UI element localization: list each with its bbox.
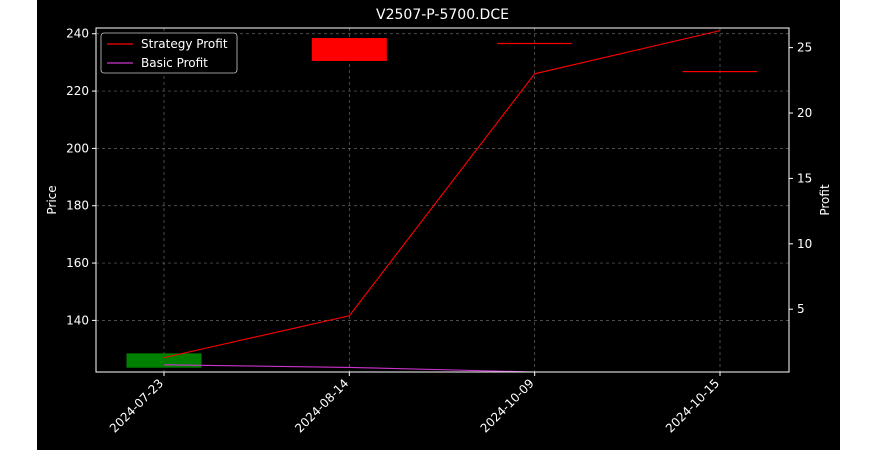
y-tick-label-right: 25 — [797, 41, 812, 55]
chart-figure: 2024-07-23 2024-08-14 2024-10-09 2024-10-15… — [37, 0, 840, 450]
candle-body — [682, 71, 758, 73]
legend-label: Basic Profit — [141, 56, 208, 70]
legend-box — [100, 32, 238, 74]
legend-label: Strategy Profit — [141, 37, 228, 51]
candle-body — [126, 353, 202, 368]
series-line — [163, 30, 721, 359]
x-tick-label: 2024-08-14 — [292, 376, 351, 435]
x-tick-label: 2024-10-09 — [478, 376, 537, 435]
series-line — [163, 364, 720, 373]
y-tick-label-right: 5 — [797, 302, 805, 316]
y-axis-label-left: Price — [45, 185, 59, 214]
y-axis-label-right: Profit — [818, 184, 832, 216]
y-tick-label-right: 15 — [797, 171, 812, 185]
y-tick-label-right: 10 — [797, 237, 812, 251]
axis-layer: 2024-07-23 2024-08-14 2024-10-09 2024-10-15… — [66, 27, 812, 436]
y-tick-label-left: 180 — [66, 199, 89, 213]
x-tick-label: 2024-07-23 — [107, 376, 166, 435]
candle-body — [311, 38, 387, 61]
y-tick-label-left: 220 — [66, 84, 89, 98]
chart-title: V2507-P-5700.DCE — [376, 7, 509, 23]
line-layer — [163, 30, 721, 373]
plot-frame — [95, 27, 790, 373]
y-tick-label-left: 240 — [66, 27, 89, 41]
grid-layer — [96, 28, 789, 372]
chart-canvas: 2024-07-23 2024-08-14 2024-10-09 2024-10-15… — [45, 7, 832, 436]
candle-layer — [126, 38, 758, 368]
y-tick-label-left: 200 — [66, 141, 89, 155]
y-tick-label-left: 160 — [66, 256, 89, 270]
legend: Strategy Profit Basic Profit — [100, 32, 238, 74]
candle-body — [497, 42, 573, 45]
x-tick-label: 2024-10-15 — [663, 376, 722, 435]
y-tick-label-right: 20 — [797, 106, 812, 120]
y-tick-label-left: 140 — [66, 313, 89, 327]
